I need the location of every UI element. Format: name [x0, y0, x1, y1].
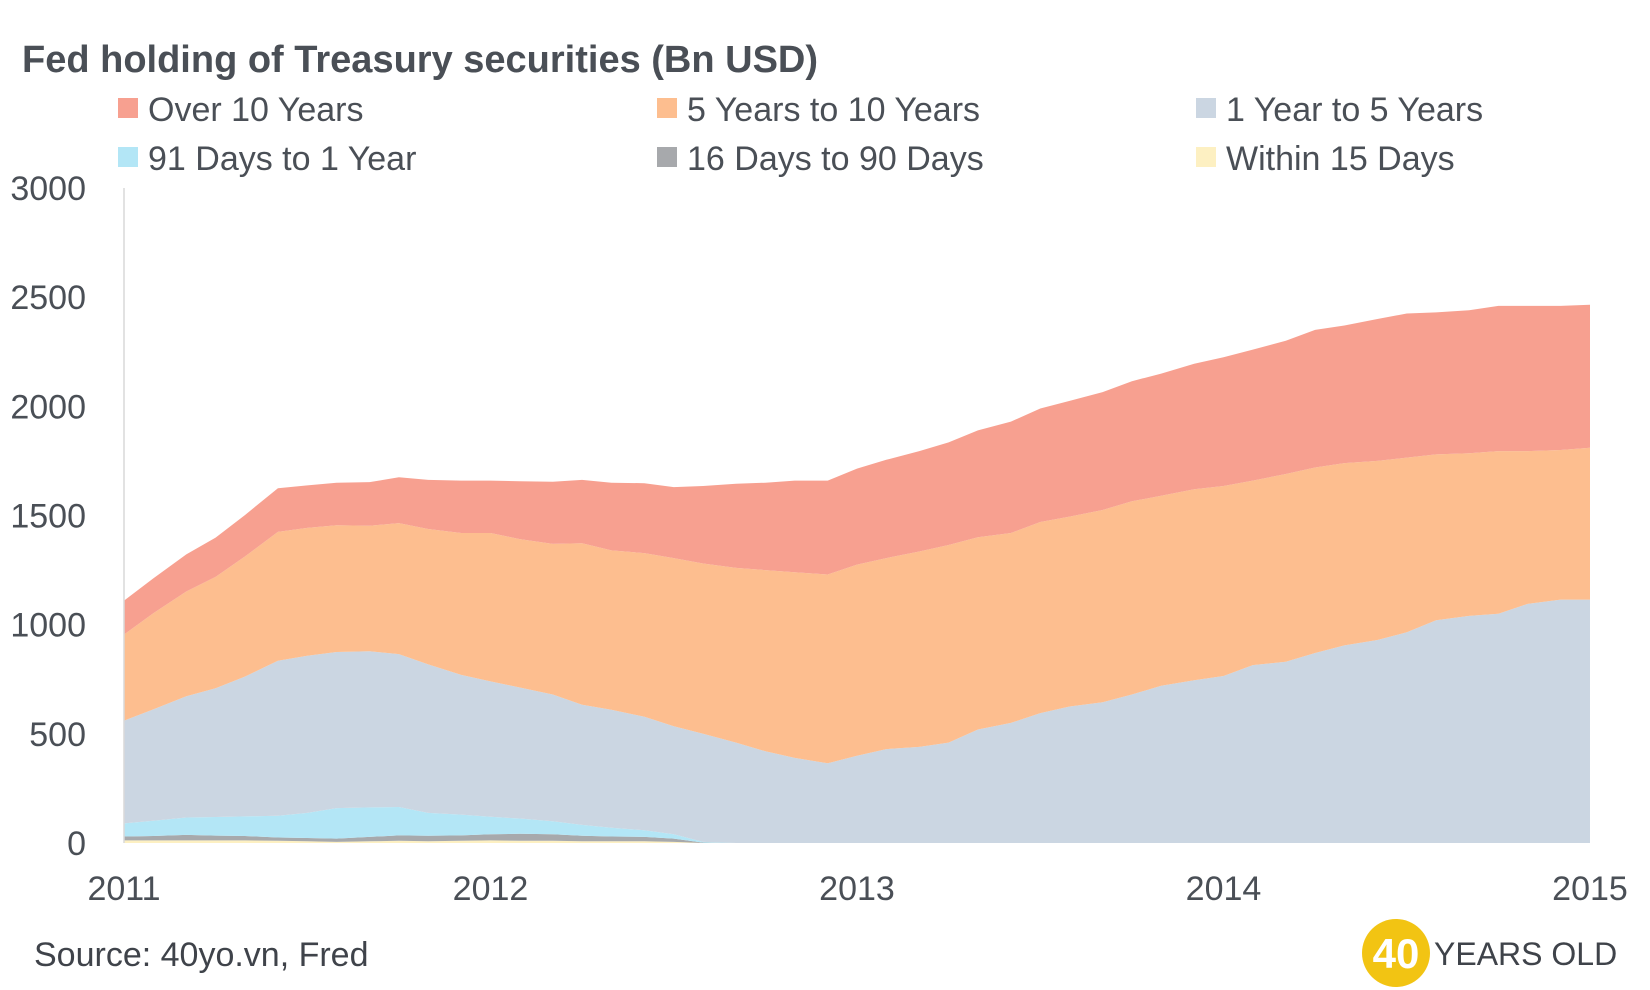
y-tick-label: 500 [29, 716, 86, 754]
x-tick-label: 2014 [1186, 870, 1262, 908]
legend-item: 91 Days to 1 Year [118, 140, 416, 178]
legend-swatch [118, 98, 138, 118]
legend-label: 16 Days to 90 Days [687, 140, 984, 178]
brand-number: 40 [1373, 930, 1420, 977]
legend-label: 1 Year to 5 Years [1226, 91, 1483, 129]
legend-item: 1 Year to 5 Years [1196, 91, 1483, 129]
y-tick-label: 2000 [10, 388, 86, 426]
y-axis-ticks: 0 500 1000 1500 2000 2500 3000 [10, 170, 86, 863]
area-series-5 [124, 304, 1590, 635]
brand-text: YEARS OLD [1434, 936, 1617, 972]
legend-swatch [1196, 147, 1216, 167]
legend-item: Within 15 Days [1196, 140, 1455, 178]
brand-circle [1362, 919, 1430, 987]
y-tick-label: 1500 [10, 498, 86, 536]
legend-swatch [657, 147, 677, 167]
legend-item: 5 Years to 10 Years [657, 91, 980, 129]
y-tick-label: 0 [67, 825, 86, 863]
legend-label: 5 Years to 10 Years [687, 91, 980, 129]
area-series-4 [124, 447, 1590, 764]
area-series-2 [124, 807, 1590, 843]
brand-logo: 40 YEARS OLD [1362, 919, 1617, 987]
chart-title: Fed holding of Treasury securities (Bn U… [22, 39, 818, 81]
legend-item: Over 10 Years [118, 91, 363, 129]
x-tick-label: 2011 [87, 870, 160, 908]
source-note: Source: 40yo.vn, Fred [34, 936, 369, 974]
legend: Over 10 Years 5 Years to 10 Years 1 Year t… [118, 91, 1483, 178]
y-tick-label: 2500 [10, 279, 86, 317]
y-tick-label: 1000 [10, 607, 86, 645]
area-series-1 [124, 833, 1590, 843]
y-tick-label: 3000 [10, 170, 86, 208]
legend-swatch [118, 147, 138, 167]
legend-label: Over 10 Years [148, 91, 363, 129]
area-series-0 [124, 840, 1590, 843]
area-series-3 [124, 599, 1590, 843]
x-tick-label: 2012 [453, 870, 529, 908]
plot-area [124, 304, 1590, 843]
legend-swatch [1196, 98, 1216, 118]
legend-item: 16 Days to 90 Days [657, 140, 984, 178]
legend-label: 91 Days to 1 Year [148, 140, 416, 178]
legend-swatch [657, 98, 677, 118]
x-tick-label: 2015 [1552, 870, 1628, 908]
x-tick-label: 2013 [819, 870, 895, 908]
x-axis-ticks: 2011 2012 2013 2014 2015 [87, 870, 1627, 908]
legend-label: Within 15 Days [1226, 140, 1455, 178]
